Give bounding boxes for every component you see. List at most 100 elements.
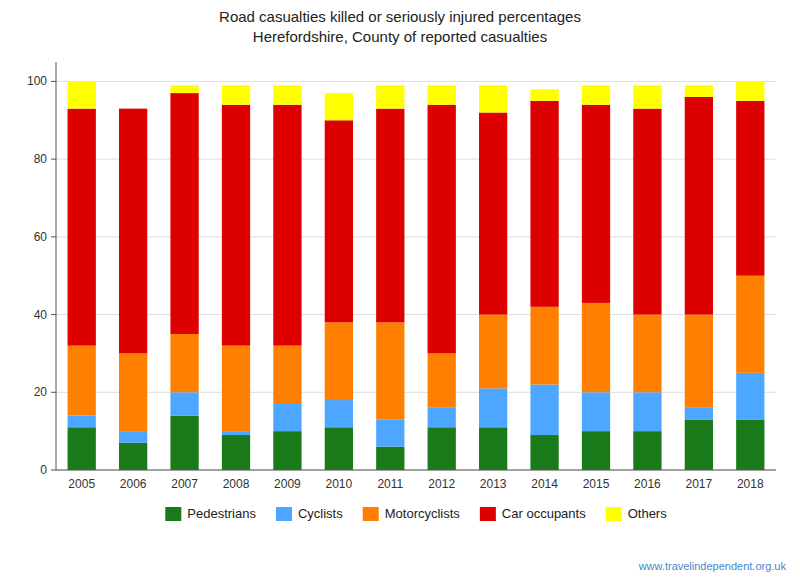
bar-segment — [685, 85, 713, 97]
bar-segment — [273, 346, 301, 404]
grid-line — [56, 236, 776, 237]
bar-segment — [376, 447, 404, 470]
y-axis-line — [56, 62, 57, 470]
x-axis-line — [56, 470, 776, 471]
bar-segment — [68, 109, 96, 346]
bar-segment — [736, 419, 764, 470]
legend-item: Car occupants — [480, 506, 586, 521]
bar-segment — [222, 435, 250, 470]
bar-segment — [222, 85, 250, 104]
bar-segment — [736, 81, 764, 100]
legend-item: Others — [606, 506, 668, 521]
bar-segment — [119, 108, 147, 109]
x-tick-label: 2018 — [737, 477, 764, 491]
bar-segment — [530, 385, 558, 436]
legend-item: Cyclists — [276, 506, 343, 521]
bar-segment — [582, 85, 610, 104]
bar-segment — [633, 85, 661, 108]
bars — [68, 81, 765, 470]
x-tick-label: 2012 — [428, 477, 455, 491]
x-axis: 2005200620072008200920102011201220132014… — [68, 477, 764, 491]
bar-segment — [530, 307, 558, 385]
chart: Road casualties killed or seriously inju… — [0, 0, 800, 580]
bar-segment — [479, 427, 507, 470]
bar-segment — [736, 276, 764, 373]
x-tick-label: 2011 — [377, 477, 403, 491]
legend-item: Pedestrians — [165, 506, 256, 521]
legend-swatch — [480, 507, 496, 521]
bar-segment — [428, 408, 456, 427]
bar-segment — [685, 419, 713, 470]
y-tick — [51, 392, 56, 393]
legend-label: Pedestrians — [187, 506, 256, 521]
bar-segment — [68, 427, 96, 470]
bar-segment — [170, 392, 198, 415]
bar-segment — [170, 85, 198, 93]
x-tick-label: 2014 — [531, 477, 558, 491]
legend-label: Car occupants — [502, 506, 586, 521]
y-tick — [51, 236, 56, 237]
bar-segment — [222, 105, 250, 346]
grid-line — [56, 81, 776, 82]
legend-swatch — [363, 507, 379, 521]
x-tick-label: 2005 — [68, 477, 95, 491]
title: Road casualties killed or seriously inju… — [219, 8, 581, 25]
legend-swatch — [276, 507, 292, 521]
bar-segment — [325, 400, 353, 427]
bar-segment — [68, 346, 96, 416]
bar-segment — [530, 89, 558, 101]
bar-segment — [428, 105, 456, 354]
legend-swatch — [165, 507, 181, 521]
bar-segment — [376, 85, 404, 108]
y-tick — [51, 81, 56, 82]
annotation: www.travelindependent.org.uk — [638, 560, 787, 572]
bar-segment — [582, 392, 610, 431]
bar-segment — [428, 353, 456, 407]
y-tick-label: 80 — [34, 152, 48, 166]
bar-segment — [325, 427, 353, 470]
bar-segment — [685, 315, 713, 408]
grid-line — [56, 159, 776, 160]
legend-label: Others — [628, 506, 668, 521]
bar-segment — [633, 431, 661, 470]
bar-segment — [479, 315, 507, 389]
bar-segment — [479, 388, 507, 427]
bar-segment — [170, 93, 198, 334]
bar-segment — [119, 353, 147, 431]
legend-item: Motorcyclists — [363, 506, 461, 521]
y-tick-label: 60 — [34, 230, 48, 244]
legend: Pedestrians Cyclists Motorcyclists Car occu… — [165, 506, 667, 521]
bar-segment — [376, 322, 404, 419]
bar-segment — [479, 85, 507, 112]
bar-segment — [633, 315, 661, 393]
bar-segment — [376, 109, 404, 323]
legend-label: Motorcyclists — [385, 506, 461, 521]
bar-segment — [685, 408, 713, 420]
bar-segment — [273, 404, 301, 431]
bar-segment — [325, 93, 353, 120]
x-tick-label: 2008 — [223, 477, 250, 491]
x-tick-label: 2013 — [480, 477, 507, 491]
bar-segment — [428, 85, 456, 104]
bar-segment — [736, 373, 764, 420]
x-tick-label: 2015 — [583, 477, 610, 491]
bar-segment — [633, 109, 661, 315]
bar-segment — [530, 101, 558, 307]
bar-segment — [428, 427, 456, 470]
subtitle: Herefordshire, County of reported casual… — [253, 28, 547, 45]
y-tick — [51, 159, 56, 160]
bar-segment — [479, 113, 507, 315]
y-tick — [51, 470, 56, 471]
legend-label: Cyclists — [298, 506, 343, 521]
bar-segment — [170, 416, 198, 470]
bar-segment — [119, 431, 147, 443]
bar-segment — [222, 431, 250, 435]
y-tick-label: 20 — [34, 385, 48, 399]
x-tick-label: 2007 — [171, 477, 198, 491]
x-tick-label: 2017 — [686, 477, 713, 491]
grid-line — [56, 470, 776, 471]
bar-segment — [222, 346, 250, 431]
y-axis: 020406080100 — [27, 62, 776, 477]
x-tick-label: 2006 — [120, 477, 147, 491]
bar-segment — [119, 109, 147, 354]
